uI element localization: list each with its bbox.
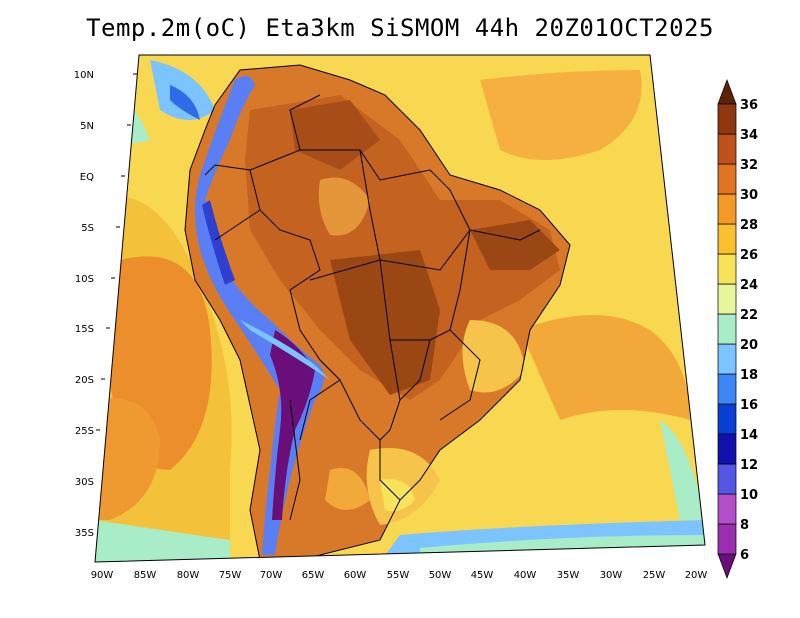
venezuela-border: [289, 94, 321, 151]
southwest-cool: [95, 520, 230, 562]
colorbar-min-arrow: [717, 553, 737, 579]
colorbar-max-arrow: [717, 79, 737, 105]
lat-label: 35S: [75, 528, 94, 539]
colorbar-swatch: [717, 433, 737, 465]
colorbar-swatch: [717, 493, 737, 525]
lon-label: 70W: [260, 570, 283, 581]
map-title: Temp.2m(oC) Eta3km SiSMOM 44h 20Z01OCT20…: [86, 14, 714, 42]
state-line-2: [379, 229, 471, 271]
lon-label: 85W: [134, 570, 157, 581]
lat-label: 25S: [75, 426, 94, 437]
colorbar-swatch: [717, 163, 737, 195]
colorbar-swatch: [717, 313, 737, 345]
lon-label: 35W: [557, 570, 580, 581]
lon-label: 25W: [643, 570, 666, 581]
colorbar-swatch: [717, 403, 737, 435]
northeast-states: [469, 229, 541, 241]
lat-label: 10N: [74, 70, 94, 81]
colombia-border: [204, 164, 251, 176]
northeast-hot: [470, 220, 560, 270]
colorbar-label: 16: [740, 398, 758, 413]
land-hot-interior: [245, 95, 560, 400]
brazil-border: [249, 149, 471, 441]
state-line-3: [309, 259, 430, 341]
pacific-cold-coast: [170, 85, 200, 120]
lon-label: 65W: [302, 570, 325, 581]
temperature-field: [95, 55, 705, 562]
colorbar-label: 32: [740, 158, 758, 173]
land-very-hot-core: [330, 250, 440, 395]
east-atlantic-cool: [660, 420, 705, 520]
bolivia-paraguay-border: [299, 359, 341, 441]
colorbar-label: 28: [740, 218, 758, 233]
colorbar-label: 20: [740, 338, 758, 353]
colorbar-swatch: [717, 283, 737, 315]
colorbar-label: 10: [740, 488, 758, 503]
colorbar-label: 30: [740, 188, 758, 203]
amazon-light-patch: [318, 177, 370, 236]
pacific-south-patch: [95, 398, 160, 520]
colorbar-label: 22: [740, 308, 758, 323]
lon-label: 40W: [514, 570, 537, 581]
lat-label: 30S: [75, 477, 94, 488]
colorbar-swatch: [717, 523, 737, 555]
atlantic-warm-band: [520, 315, 690, 420]
map-frame: [94, 54, 706, 563]
lon-label: 80W: [177, 570, 200, 581]
latitude-axis: 10N 5N EQ 5S 10S 15S 20S 25S 30S 35S: [74, 70, 137, 539]
lon-label: 55W: [387, 570, 410, 581]
colorbar-swatch: [717, 223, 737, 255]
lon-label: 75W: [219, 570, 242, 581]
lat-label: 5N: [80, 121, 94, 132]
colorbar-label: 26: [740, 248, 758, 263]
colorbar-swatch: [717, 343, 737, 375]
pampas-patch: [325, 468, 370, 510]
longitude-axis: 90W 85W 80W 75W 70W 65W 60W 55W 50W 45W …: [91, 570, 708, 581]
andes-coldest-core: [270, 330, 315, 520]
colorbar-label: 24: [740, 278, 758, 293]
lon-label: 45W: [471, 570, 494, 581]
peru-border: [214, 209, 261, 241]
lon-label: 50W: [429, 570, 452, 581]
political-boundaries: [184, 64, 571, 561]
colorbar-swatch: [717, 103, 737, 135]
andes-north-cold: [202, 200, 235, 285]
lon-label: 30W: [600, 570, 623, 581]
state-line-1: [359, 149, 381, 261]
colorbar-label: 6: [740, 548, 749, 563]
lat-label: 5S: [81, 223, 94, 234]
lon-label: 20W: [685, 570, 708, 581]
colorbar-label: 8: [740, 518, 749, 533]
amazon-hot-north: [290, 100, 380, 170]
colorbar-label: 12: [740, 458, 758, 473]
lon-label: 90W: [91, 570, 114, 581]
colorbar: 6 8 10 12 14 16 18 20 22 24 26 28 30 32 34 36: [717, 79, 758, 579]
south-cool-patch: [380, 479, 415, 512]
colorbar-swatch: [717, 193, 737, 225]
colorbar-swatch: [717, 463, 737, 495]
argentina-chile-border: [289, 399, 301, 521]
colorbar-label: 14: [740, 428, 758, 443]
atlantic-north-band: [480, 70, 642, 160]
colorbar-swatch: [717, 133, 737, 165]
minas-mild-patch: [462, 320, 525, 393]
lat-label: 20S: [75, 375, 94, 386]
colorbar-label: 18: [740, 368, 758, 383]
colorbar-label: 34: [740, 128, 758, 143]
colorbar-swatch: [717, 373, 737, 405]
lon-label: 60W: [344, 570, 367, 581]
uruguay-border: [379, 440, 401, 501]
continent-outline: [184, 64, 571, 561]
lat-label: EQ: [80, 172, 94, 183]
colorbar-swatch: [717, 253, 737, 285]
southeast-states: [439, 329, 481, 421]
altiplano-edge: [240, 320, 330, 380]
lat-label: 10S: [75, 274, 94, 285]
pacific-cool-coast: [150, 60, 215, 120]
colorbar-label: 36: [740, 98, 758, 113]
lat-label: 15S: [75, 324, 94, 335]
state-line-4: [389, 339, 401, 401]
